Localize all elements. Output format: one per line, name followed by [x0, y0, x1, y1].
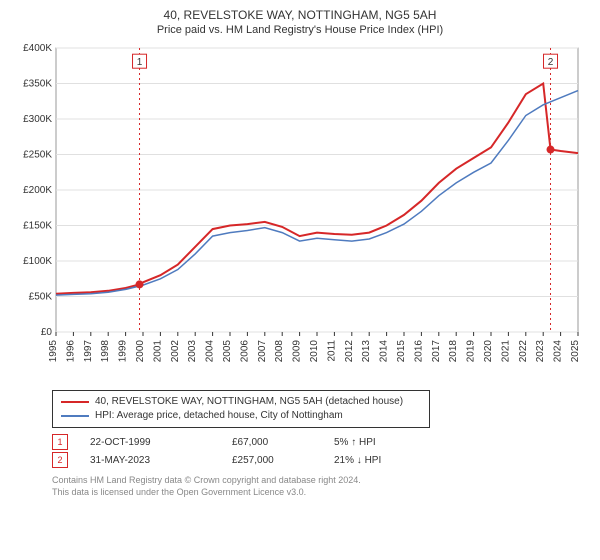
svg-text:£100K: £100K [23, 256, 52, 267]
event-price: £67,000 [232, 437, 312, 448]
svg-text:2: 2 [548, 57, 554, 68]
svg-text:2004: 2004 [205, 340, 216, 363]
svg-text:2021: 2021 [500, 340, 511, 363]
event-row: 2 31-MAY-2023 £257,000 21% ↓ HPI [52, 452, 588, 468]
svg-text:2000: 2000 [135, 340, 146, 363]
event-hpi: 21% ↓ HPI [334, 455, 424, 466]
svg-text:£350K: £350K [23, 79, 52, 90]
svg-text:£50K: £50K [29, 292, 53, 303]
svg-text:2002: 2002 [170, 340, 181, 363]
svg-text:2012: 2012 [344, 340, 355, 363]
svg-text:2016: 2016 [413, 340, 424, 363]
footer: Contains HM Land Registry data © Crown c… [52, 474, 588, 498]
svg-text:£0: £0 [41, 327, 53, 338]
svg-text:2007: 2007 [257, 340, 268, 363]
svg-text:2020: 2020 [483, 340, 494, 363]
svg-text:1: 1 [137, 57, 143, 68]
svg-text:2006: 2006 [239, 340, 250, 363]
svg-text:£150K: £150K [23, 221, 52, 232]
event-date: 22-OCT-1999 [90, 437, 210, 448]
svg-text:1999: 1999 [118, 340, 129, 363]
legend-label-1: HPI: Average price, detached house, City… [95, 409, 343, 423]
svg-text:2023: 2023 [535, 340, 546, 363]
svg-text:2013: 2013 [361, 340, 372, 363]
svg-text:£250K: £250K [23, 150, 52, 161]
legend-row: HPI: Average price, detached house, City… [61, 409, 421, 423]
svg-text:2025: 2025 [570, 340, 581, 363]
svg-text:2022: 2022 [518, 340, 529, 363]
legend-row: 40, REVELSTOKE WAY, NOTTINGHAM, NG5 5AH … [61, 395, 421, 409]
svg-text:2014: 2014 [379, 340, 390, 363]
svg-text:2024: 2024 [553, 340, 564, 363]
legend-swatch-0 [61, 401, 89, 403]
footer-line: Contains HM Land Registry data © Crown c… [52, 474, 588, 486]
svg-text:2011: 2011 [326, 340, 337, 362]
svg-text:1997: 1997 [83, 340, 94, 363]
price-chart: £0 £50K £100K £150K £200K £250K £300K £350K £400… [12, 42, 588, 382]
svg-text:2008: 2008 [274, 340, 285, 363]
svg-text:1996: 1996 [65, 340, 76, 363]
legend: 40, REVELSTOKE WAY, NOTTINGHAM, NG5 5AH … [52, 390, 430, 428]
page-title: 40, REVELSTOKE WAY, NOTTINGHAM, NG5 5AH [12, 8, 588, 22]
page-subtitle: Price paid vs. HM Land Registry's House … [12, 24, 588, 36]
legend-swatch-1 [61, 415, 89, 417]
events-table: 1 22-OCT-1999 £67,000 5% ↑ HPI 2 31-MAY-… [52, 434, 588, 468]
svg-text:2019: 2019 [466, 340, 477, 363]
svg-text:1998: 1998 [100, 340, 111, 363]
svg-text:£400K: £400K [23, 43, 52, 54]
svg-text:2018: 2018 [448, 340, 459, 363]
svg-text:2003: 2003 [187, 340, 198, 363]
footer-line: This data is licensed under the Open Gov… [52, 486, 588, 498]
legend-label-0: 40, REVELSTOKE WAY, NOTTINGHAM, NG5 5AH … [95, 395, 403, 409]
event-date: 31-MAY-2023 [90, 455, 210, 466]
event-badge-2: 2 [52, 452, 68, 468]
svg-text:1995: 1995 [48, 340, 59, 363]
event-badge-1: 1 [52, 434, 68, 450]
event-row: 1 22-OCT-1999 £67,000 5% ↑ HPI [52, 434, 588, 450]
svg-text:2017: 2017 [431, 340, 442, 363]
event-price: £257,000 [232, 455, 312, 466]
svg-text:£300K: £300K [23, 114, 52, 125]
svg-text:£200K: £200K [23, 185, 52, 196]
svg-text:2015: 2015 [396, 340, 407, 363]
svg-text:2005: 2005 [222, 340, 233, 363]
svg-text:2001: 2001 [152, 340, 163, 363]
svg-text:2009: 2009 [292, 340, 303, 363]
svg-text:2010: 2010 [309, 340, 320, 363]
event-hpi: 5% ↑ HPI [334, 437, 424, 448]
chart-svg: £0 £50K £100K £150K £200K £250K £300K £350K £400… [12, 42, 588, 382]
